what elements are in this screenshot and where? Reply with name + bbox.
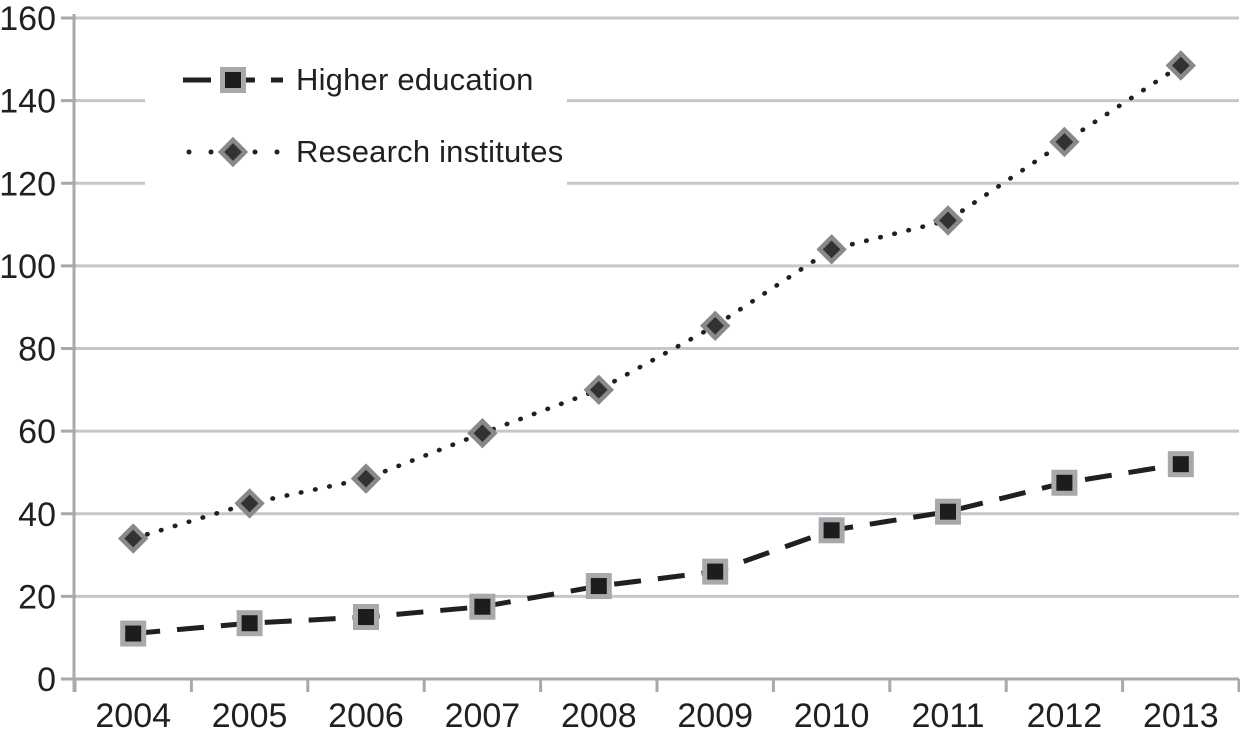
x-axis-tick-label: 2004 xyxy=(95,697,171,735)
y-axis-tick-label: 20 xyxy=(18,578,56,616)
data-point-diamond-marker xyxy=(583,374,615,406)
y-axis-tick-label: 140 xyxy=(0,83,56,121)
dotted-line-diamond-marker-sample xyxy=(186,136,280,168)
y-axis-tick-label: 100 xyxy=(0,248,56,286)
dot-sample xyxy=(274,149,280,155)
x-axis-tick-label: 2008 xyxy=(561,697,637,735)
dot-sample xyxy=(252,149,258,155)
legend-label-research-institutes: Research institutes xyxy=(296,134,564,169)
data-point-diamond-marker xyxy=(217,136,249,168)
data-point-diamond-marker xyxy=(350,463,382,494)
data-point-diamond-marker xyxy=(699,310,731,341)
legend: Higher education Research institutes xyxy=(145,36,567,194)
dot-sample xyxy=(186,149,192,155)
x-axis-tick-label: 2007 xyxy=(445,697,521,735)
x-axis-tick-label: 2012 xyxy=(1027,697,1103,735)
series-line-higher-education xyxy=(132,461,1182,637)
legend-label-higher-education: Higher education xyxy=(296,62,534,97)
data-point-square-marker xyxy=(935,498,961,525)
data-point-diamond-marker xyxy=(234,488,265,519)
data-point-square-marker xyxy=(585,573,612,600)
data-point-square-marker xyxy=(353,604,379,631)
data-point-diamond-marker xyxy=(816,234,847,265)
y-axis-tick-label: 60 xyxy=(18,413,56,451)
x-axis-tick-label: 2005 xyxy=(212,697,288,735)
legend-item-higher-education: Higher education xyxy=(183,62,567,98)
data-point-square-marker xyxy=(469,593,496,620)
data-point-diamond-marker xyxy=(117,523,149,554)
legend-item-research-institutes: Research institutes xyxy=(183,134,567,170)
dot-sample xyxy=(208,149,214,155)
data-point-diamond-marker xyxy=(1165,50,1197,81)
data-point-square-marker xyxy=(818,517,845,544)
y-axis-tick-label: 0 xyxy=(37,661,56,699)
data-point-diamond-marker xyxy=(1049,126,1080,158)
x-axis-tick-label: 2009 xyxy=(677,697,753,735)
data-point-square-marker xyxy=(702,558,729,585)
data-point-square-marker xyxy=(120,620,147,647)
data-point-diamond-marker xyxy=(932,205,964,236)
y-axis-tick-label: 160 xyxy=(0,0,56,38)
x-axis-tick-label: 2011 xyxy=(911,697,984,735)
data-point-square-marker xyxy=(1051,469,1078,496)
data-point-square-marker xyxy=(1167,451,1194,478)
data-point-square-marker xyxy=(236,610,263,637)
x-axis-tick-label: 2013 xyxy=(1143,697,1219,735)
dashed-line-square-marker-sample xyxy=(183,67,283,93)
data-point-diamond-marker xyxy=(467,417,498,449)
y-axis-tick-label: 120 xyxy=(0,165,56,203)
x-axis-tick-label: 2006 xyxy=(328,697,404,735)
data-point-square-marker xyxy=(220,67,246,93)
y-axis-tick-label: 80 xyxy=(18,331,56,369)
x-axis-tick-label: 2010 xyxy=(794,697,870,735)
y-axis-tick-label: 40 xyxy=(18,496,56,534)
